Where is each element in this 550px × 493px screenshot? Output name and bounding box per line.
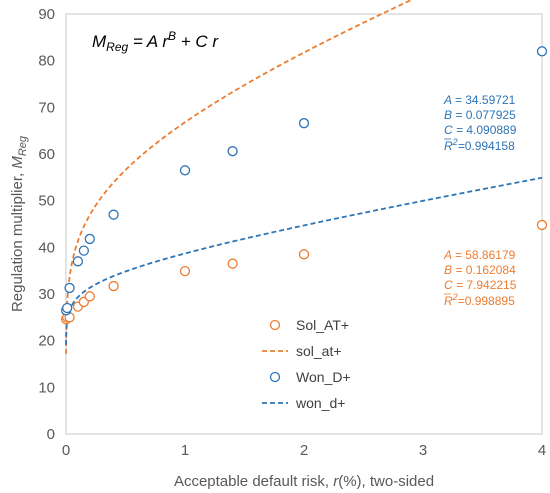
data-point-Won_D+: [108, 209, 119, 220]
legend-marker-sol-points: [269, 319, 281, 331]
x-tick-label: 0: [62, 442, 70, 459]
formula-lhs-sub: Reg: [106, 40, 128, 54]
data-point-Sol_AT+: [536, 219, 548, 231]
won-param-r2: R2=0.994158: [444, 137, 515, 153]
data-point-Won_D+: [78, 245, 89, 256]
y-tick-label: 60: [38, 146, 55, 163]
y-tick-label: 20: [38, 333, 55, 350]
won-param-a: A = 34.59721: [443, 93, 516, 107]
formula-rhs: + C r: [176, 32, 219, 51]
data-point-Won_D+: [227, 146, 238, 157]
data-point-Won_D+: [298, 118, 310, 129]
y-tick-label: 80: [38, 53, 55, 70]
data-point-Won_D+: [64, 282, 75, 294]
data-point-Sol_AT+: [179, 265, 191, 277]
x-tick-label: 4: [538, 442, 546, 459]
x-tick-label: 1: [181, 442, 189, 459]
data-point-Won_D+: [72, 256, 84, 267]
y-tick-label: 0: [47, 426, 55, 443]
sol-param-c: C = 7.942215: [444, 278, 517, 292]
x-tick-labels: 0 1 2 3 4: [62, 442, 546, 459]
sol-param-b: B = 0.162084: [444, 263, 516, 277]
formula-eq: = A r: [128, 32, 169, 51]
legend-label-won-points: Won_D+: [296, 369, 351, 385]
data-point-Won_D+: [179, 165, 191, 176]
formula-lhs: M: [92, 32, 107, 51]
won-param-c: C = 4.090889: [444, 123, 517, 137]
data-point-Sol_AT+: [108, 280, 119, 292]
legend-label-sol-fit: sol_at+: [296, 343, 342, 359]
legend: Sol_AT+ sol_at+ Won_D+ won_d+: [262, 317, 351, 411]
x-axis-title: Acceptable default risk, r(%), two-sided: [174, 473, 434, 490]
y-tick-label: 30: [38, 286, 55, 303]
y-tick-label: 50: [38, 193, 55, 210]
x-tick-label: 2: [300, 442, 308, 459]
legend-label-won-fit: won_d+: [295, 395, 345, 411]
y-tick-labels: 0 10 20 30 40 50 60 70 80 90: [38, 6, 55, 443]
y-tick-label: 90: [38, 6, 55, 23]
won-params: A = 34.59721 B = 0.077925 C = 4.090889 R…: [443, 93, 517, 153]
data-point-Won_D+: [62, 302, 73, 314]
sol-param-a: A = 58.86179: [443, 248, 516, 262]
data-point-Sol_AT+: [298, 249, 310, 260]
y-tick-label: 70: [38, 99, 55, 116]
sol-param-r2: R2=0.998895: [444, 292, 515, 308]
data-point-Won_D+: [84, 233, 95, 245]
plot-area: [65, 13, 543, 435]
data-point-Won_D+: [536, 46, 548, 57]
fit-curves: [65, 0, 543, 354]
legend-label-sol-points: Sol_AT+: [296, 317, 349, 333]
y-tick-label: 10: [38, 379, 55, 396]
sol-params: A = 58.86179 B = 0.162084 C = 7.942215 R…: [443, 248, 517, 308]
data-point-Sol_AT+: [84, 291, 95, 302]
formula: MReg = A rB + C r: [92, 29, 219, 54]
x-tick-label: 3: [419, 442, 427, 459]
legend-marker-won-points: [269, 371, 281, 383]
y-axis-title: Regulation multiplier, MReg: [9, 135, 29, 312]
data-points: [60, 46, 548, 325]
y-tick-label: 40: [38, 239, 55, 256]
won-param-b: B = 0.077925: [444, 108, 516, 122]
fit-curve-won_d+: [65, 176, 543, 345]
data-point-Sol_AT+: [227, 258, 238, 269]
formula-exp: B: [168, 29, 176, 43]
